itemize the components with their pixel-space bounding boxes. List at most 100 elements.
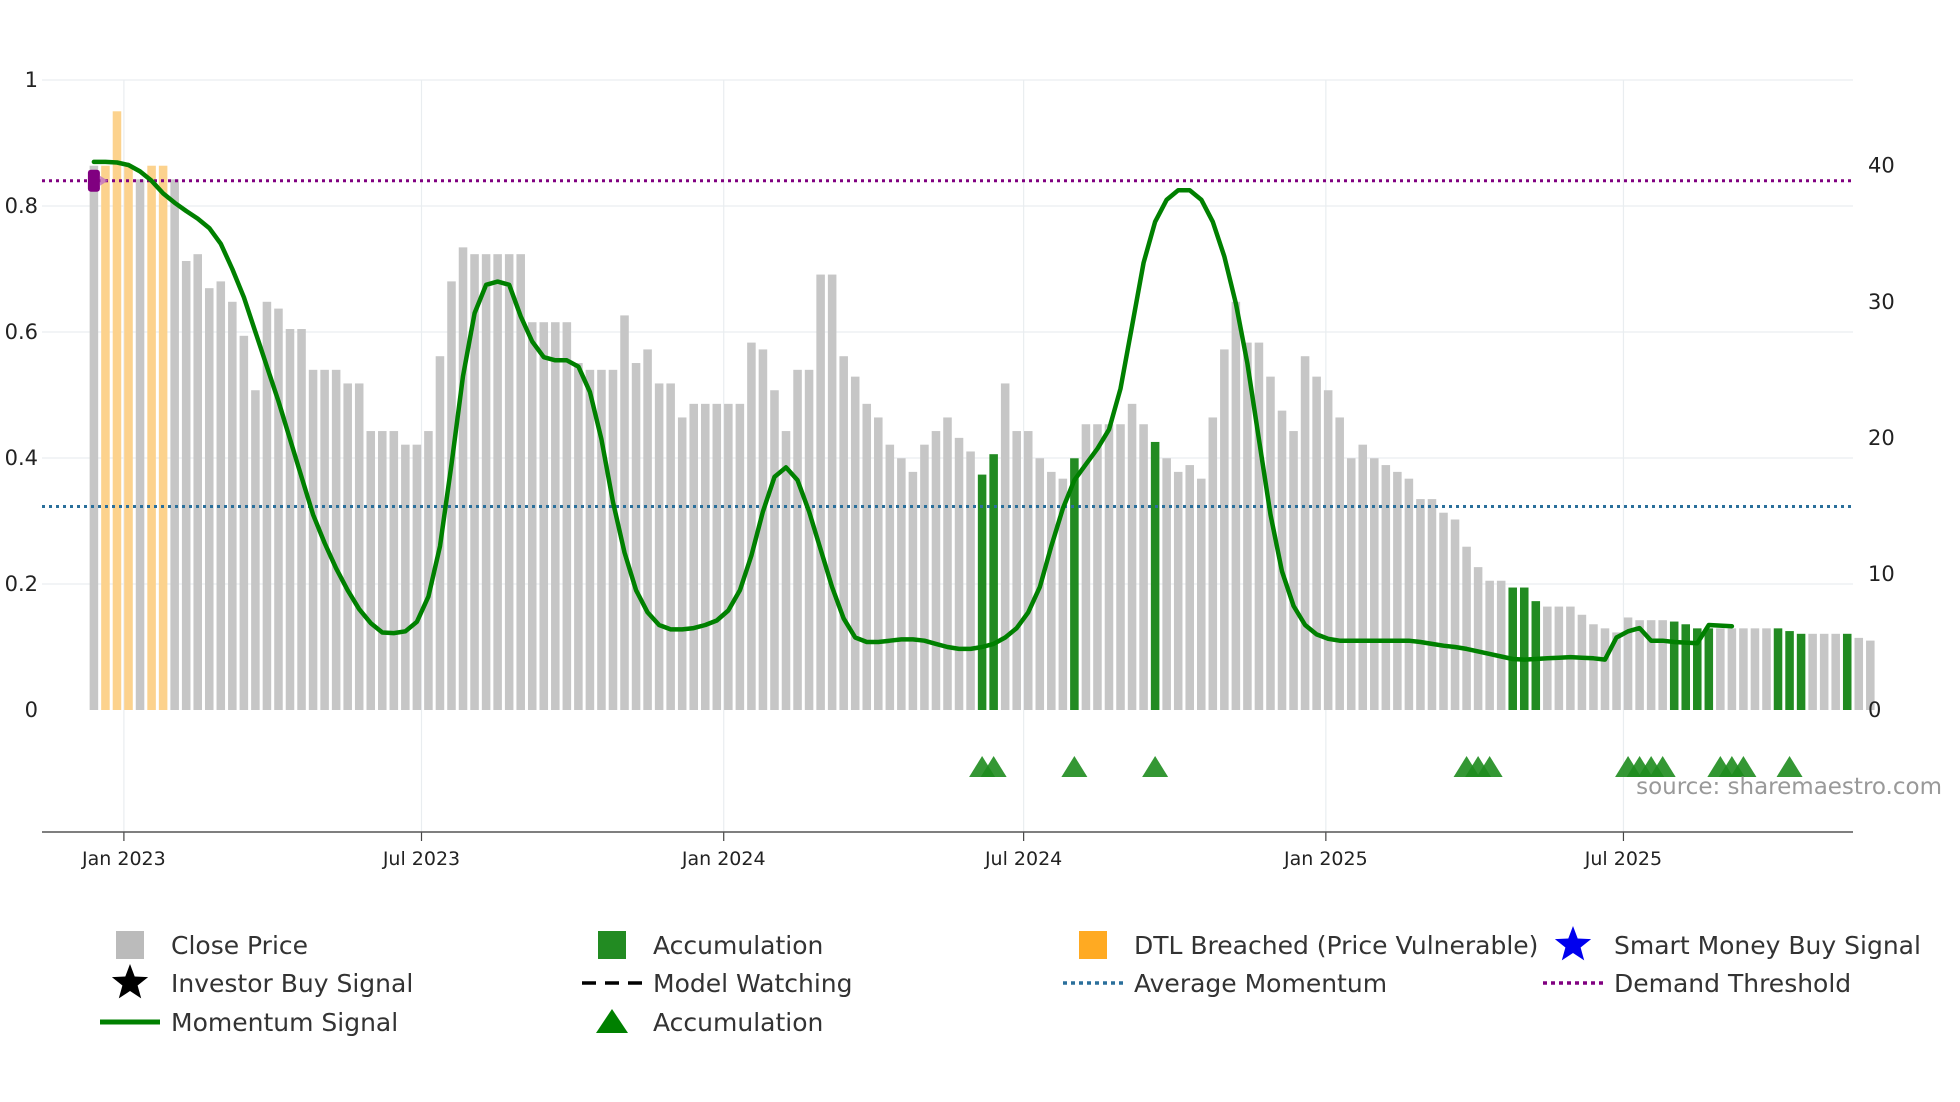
accumulation-triangle bbox=[1476, 756, 1503, 777]
close-price-bar bbox=[1589, 624, 1598, 710]
close-price-bar bbox=[666, 383, 675, 710]
close-price-bar bbox=[366, 431, 376, 710]
close-price-bar bbox=[1254, 342, 1264, 710]
legend-label: Close Price bbox=[171, 931, 308, 960]
close-price-bar bbox=[1462, 546, 1471, 710]
close-price-bar bbox=[1393, 471, 1402, 710]
accumulation-bar bbox=[1693, 628, 1702, 710]
legend-label: Accumulation bbox=[653, 1008, 823, 1037]
close-price-bar bbox=[493, 254, 502, 711]
accumulation-bar bbox=[1070, 458, 1079, 710]
accumulation-bar bbox=[1842, 633, 1852, 710]
close-price-bar bbox=[1116, 424, 1125, 710]
dtl-breached-bar bbox=[112, 111, 122, 710]
close-price-bar bbox=[1427, 499, 1437, 710]
close-price-bar bbox=[1831, 633, 1840, 710]
close-price-bar bbox=[966, 451, 975, 710]
source-label: source: sharemaestro.com bbox=[1636, 774, 1942, 800]
left-tick-label: 0.2 bbox=[5, 572, 38, 596]
dtl-breached-bar bbox=[158, 165, 168, 711]
accumulation-triangle bbox=[1730, 756, 1757, 777]
legend-label: Smart Money Buy Signal bbox=[1614, 931, 1921, 960]
close-price-bar bbox=[574, 363, 583, 710]
close-price-bar bbox=[1716, 628, 1725, 710]
accumulation-triangle bbox=[1776, 756, 1803, 777]
close-price-bar bbox=[758, 349, 768, 710]
close-price-bar bbox=[1323, 390, 1333, 710]
accumulation-triangle bbox=[1649, 756, 1676, 777]
legend-label: DTL Breached (Price Vulnerable) bbox=[1134, 931, 1538, 960]
legend-label: Demand Threshold bbox=[1614, 969, 1851, 998]
close-price-bar bbox=[378, 431, 387, 710]
close-price-bar bbox=[1450, 519, 1460, 710]
legend-label: Accumulation bbox=[653, 931, 823, 960]
close-price-bar bbox=[412, 444, 422, 710]
close-price-bar bbox=[1473, 567, 1483, 710]
close-price-bar bbox=[481, 254, 491, 711]
close-price-bar bbox=[204, 288, 214, 710]
close-price-bar bbox=[954, 437, 964, 710]
close-price-bar bbox=[1300, 356, 1310, 710]
close-price-bar bbox=[931, 431, 941, 710]
close-price-bar bbox=[747, 342, 756, 710]
close-price-bar bbox=[331, 369, 341, 710]
x-tick-label: Jan 2024 bbox=[681, 848, 766, 870]
close-price-bar bbox=[1081, 424, 1091, 710]
accumulation-triangle bbox=[1142, 756, 1169, 777]
legend-star-icon bbox=[111, 964, 149, 999]
close-price-bar bbox=[181, 260, 191, 710]
close-price-bar bbox=[389, 431, 399, 710]
close-price-bar bbox=[1312, 376, 1321, 710]
close-price-bar bbox=[724, 403, 733, 710]
close-price-bar bbox=[216, 281, 226, 710]
close-price-bar bbox=[1047, 471, 1056, 710]
x-tick-label: Jan 2023 bbox=[81, 848, 166, 870]
accumulation-markers bbox=[969, 756, 1803, 777]
legend-label: Investor Buy Signal bbox=[171, 969, 413, 998]
close-price-bar bbox=[1012, 431, 1021, 710]
close-price-bar bbox=[1220, 349, 1229, 710]
right-tick-label: 30 bbox=[1868, 290, 1895, 314]
legend-triangle-icon bbox=[596, 1009, 628, 1033]
close-price-bar bbox=[1727, 628, 1737, 710]
x-tick-label: Jan 2025 bbox=[1283, 848, 1368, 870]
accumulation-bar bbox=[989, 454, 998, 710]
price-bars bbox=[89, 111, 1875, 711]
close-price-bar bbox=[539, 322, 549, 710]
close-price-bar bbox=[885, 444, 895, 710]
right-tick-label: 20 bbox=[1868, 426, 1895, 450]
close-price-bar bbox=[1612, 632, 1621, 710]
close-price-bar bbox=[816, 274, 825, 710]
close-price-bar bbox=[585, 369, 595, 710]
accumulation-bar bbox=[1704, 628, 1714, 710]
left-tick-label: 0.8 bbox=[5, 194, 38, 218]
close-price-bar bbox=[251, 390, 260, 710]
close-price-bar bbox=[1866, 640, 1875, 710]
right-tick-label: 40 bbox=[1868, 154, 1895, 178]
close-price-bar bbox=[620, 315, 629, 710]
close-price-bar bbox=[447, 281, 456, 710]
close-price-bar bbox=[1127, 403, 1137, 710]
right-tick-label: 0 bbox=[1868, 698, 1881, 722]
accumulation-bar bbox=[1519, 587, 1529, 710]
close-price-bar bbox=[654, 383, 664, 710]
close-price-bar bbox=[1093, 424, 1102, 710]
close-price-bar bbox=[862, 403, 872, 710]
dtl-breached-bar bbox=[101, 165, 110, 711]
close-price-bar bbox=[1808, 633, 1817, 710]
close-price-bar bbox=[1139, 424, 1148, 710]
close-price-bar bbox=[1197, 478, 1206, 710]
close-price-bar bbox=[527, 322, 537, 710]
close-price-bar bbox=[677, 417, 687, 710]
close-price-bar bbox=[1854, 637, 1864, 710]
accumulation-bar bbox=[1150, 441, 1160, 710]
close-price-bar bbox=[1439, 512, 1448, 710]
legend-label: Model Watching bbox=[653, 969, 853, 998]
close-price-bar bbox=[1185, 465, 1195, 710]
accumulation-bar bbox=[1785, 631, 1794, 710]
accumulation-bar bbox=[1681, 624, 1691, 710]
close-price-bar bbox=[689, 403, 698, 710]
close-price-bar bbox=[1358, 444, 1368, 710]
close-price-bar bbox=[1208, 417, 1218, 710]
